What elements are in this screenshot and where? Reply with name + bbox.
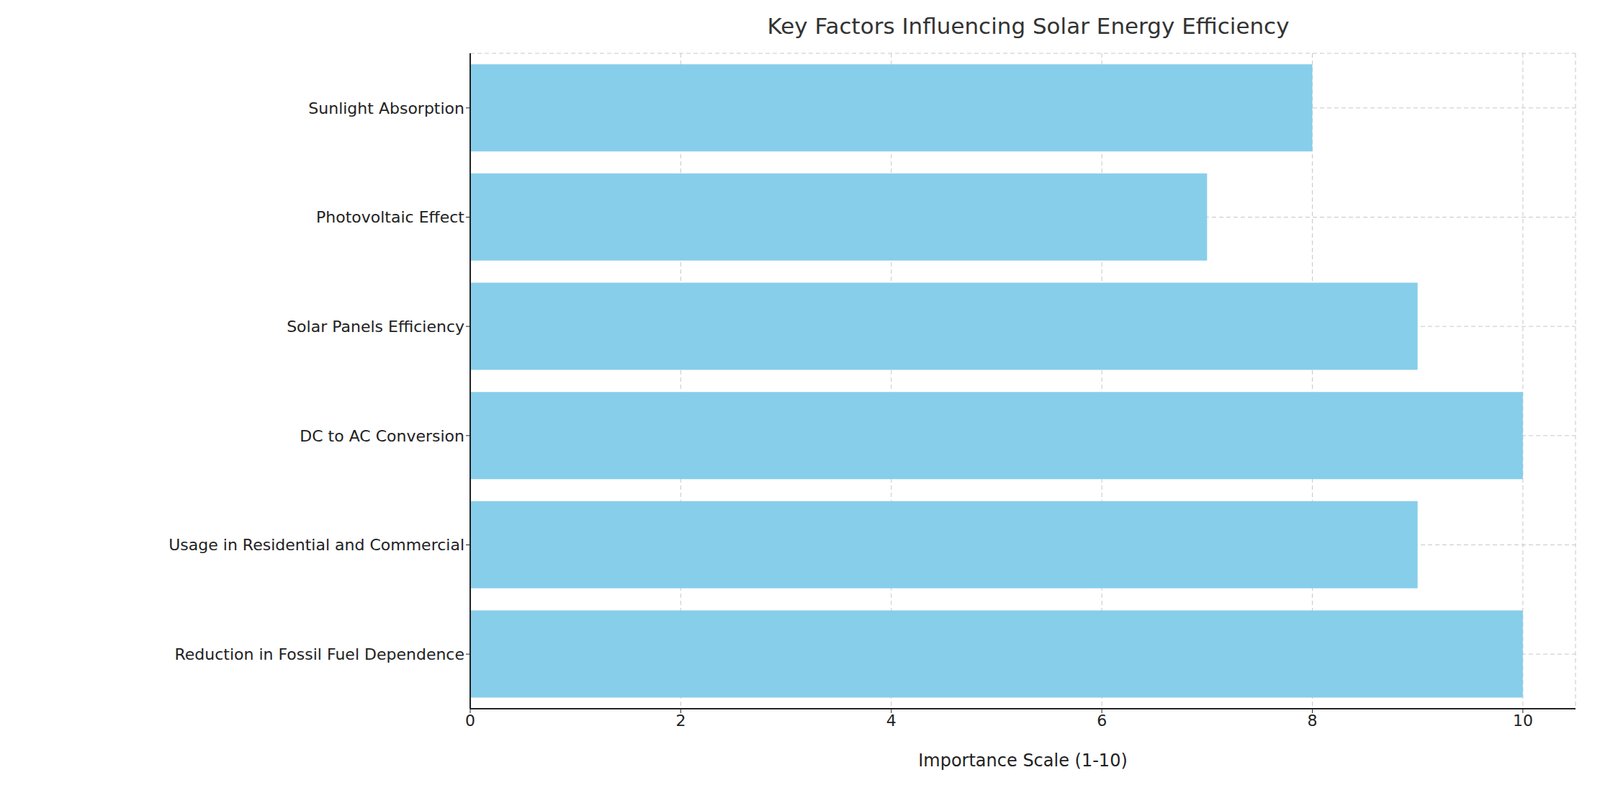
svg-text:0: 0 (465, 711, 476, 730)
html-text:Key Factors Influencing Solar: Key Factors Influencing Solar Energy Eff… (767, 12, 1290, 39)
svg-text:Usage in Residential and Comme: Usage in Residential and Commercial (168, 535, 465, 554)
svg-text:4: 4 (886, 711, 897, 730)
svg-text:6: 6 (1096, 711, 1107, 730)
svg-text:DC to AC Conversion: DC to AC Conversion (299, 427, 465, 446)
svg-text:Solar Panels Efficiency: Solar Panels Efficiency (286, 317, 465, 336)
svg-text:Reduction in Fossil Fuel Depen: Reduction in Fossil Fuel Dependence (174, 645, 465, 664)
svg-text:2: 2 (675, 711, 686, 730)
svg-text:Sunlight Absorption: Sunlight Absorption (308, 99, 465, 118)
svg-text:10: 10 (1512, 711, 1534, 730)
svg-text:Photovoltaic Effect: Photovoltaic Effect (316, 208, 465, 227)
svg-text:Importance Scale (1-10): Importance Scale (1-10) (918, 750, 1128, 771)
svg-text:8: 8 (1307, 711, 1318, 730)
